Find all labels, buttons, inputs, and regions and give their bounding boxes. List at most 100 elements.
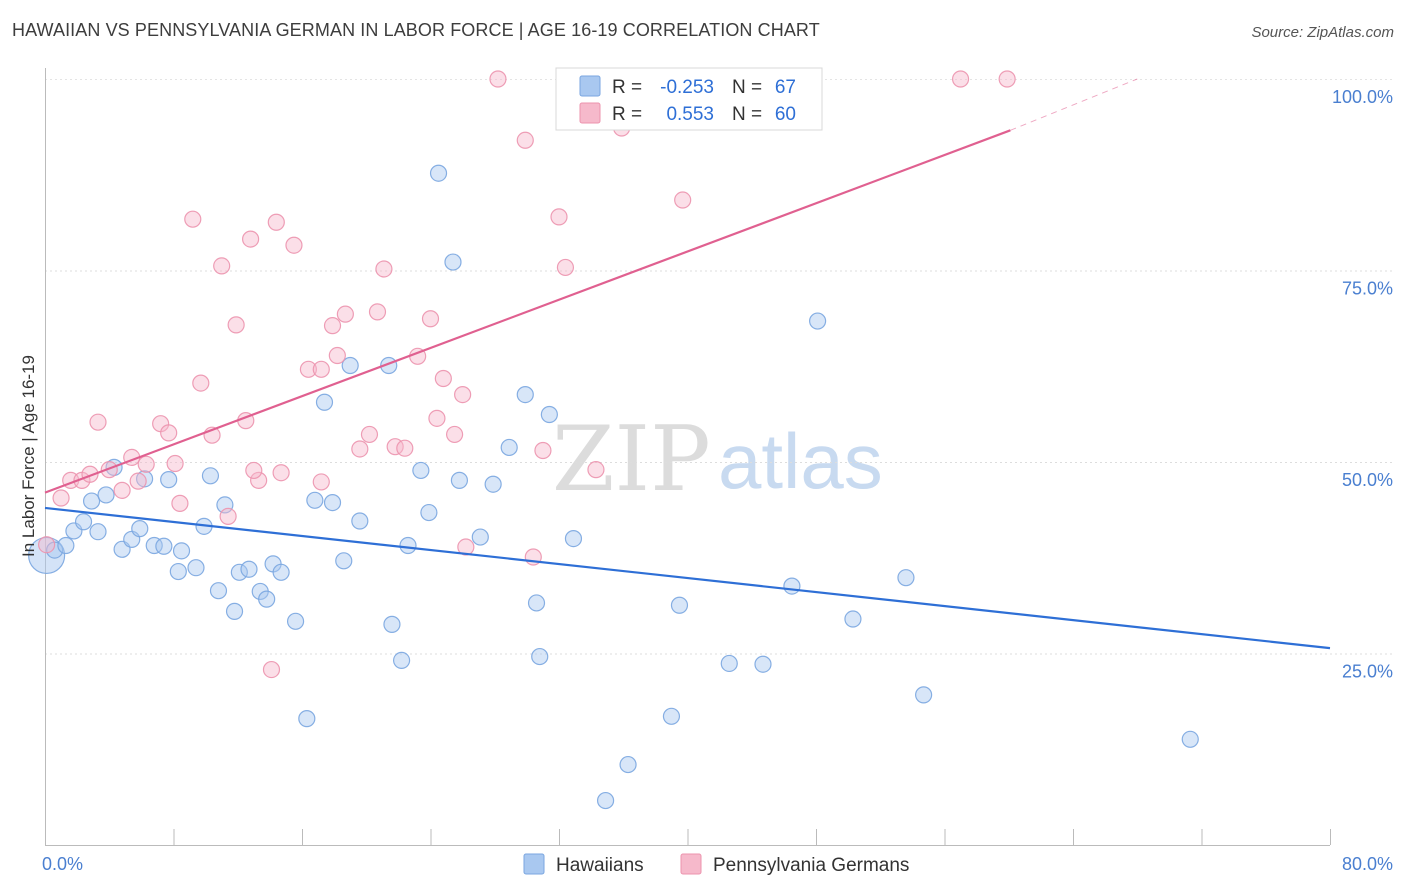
hawaiian-point xyxy=(57,536,75,555)
pennsylvania-german-point xyxy=(160,424,178,442)
pennsylvania-german-point xyxy=(375,260,393,278)
pennsylvania-german-point xyxy=(445,425,464,444)
hawaiian-point xyxy=(201,467,220,485)
pennsylvania-german-point xyxy=(674,191,692,209)
hawaiian-point xyxy=(258,590,276,608)
trend-lines xyxy=(44,78,1331,650)
pennsylvania-german-point xyxy=(428,409,446,427)
hawaiian-point xyxy=(596,791,615,810)
pennsylvania-german-point xyxy=(166,454,184,473)
x-tick-label: 80.0% xyxy=(1342,854,1393,874)
pennsylvania-german-point xyxy=(213,257,231,275)
hawaiian-point xyxy=(1181,730,1199,748)
hawaiian-point xyxy=(230,563,248,581)
pennsylvania-germans-trend-line xyxy=(44,129,1011,494)
hawaiian-point xyxy=(540,405,558,424)
hawaiian-point xyxy=(341,356,359,375)
hawaiian-point xyxy=(97,486,115,504)
series-points xyxy=(28,70,1199,810)
bottom-legend-swatch-hawaiians xyxy=(523,853,545,875)
pennsylvania-german-point xyxy=(242,230,260,248)
pennsylvania-german-point xyxy=(285,236,303,254)
y-axis-title: In Labor Force | Age 16-19 xyxy=(19,355,38,557)
hawaiian-point xyxy=(450,471,469,489)
hawaiian-point xyxy=(306,491,324,509)
pennsylvania-german-point xyxy=(184,210,202,228)
pennsylvania-german-point xyxy=(245,461,263,480)
pennsylvania-german-point xyxy=(219,507,237,525)
pennsylvania-german-point xyxy=(457,538,475,556)
pennsylvania-german-point xyxy=(454,385,472,404)
legend-swatch-hawaiians xyxy=(579,75,601,97)
pennsylvania-german-point xyxy=(396,439,414,457)
pennsylvania-german-point xyxy=(272,464,290,482)
pennsylvania-germans-trend-extension xyxy=(1010,78,1138,131)
hawaiian-point xyxy=(915,686,933,704)
watermark-atlas: atlas xyxy=(718,417,883,505)
hawaiian-point xyxy=(399,536,417,555)
legend-n-label-2: N = xyxy=(732,104,762,125)
watermark: ZIP atlas xyxy=(552,407,883,512)
x-tick-label: 0.0% xyxy=(42,854,83,874)
pennsylvania-german-point xyxy=(38,536,56,554)
hawaiian-point xyxy=(28,536,66,575)
legend-n-value-2: 60 xyxy=(775,104,796,125)
hawaiian-point xyxy=(670,596,689,614)
legend-r-value-2: 0.553 xyxy=(666,104,714,125)
y-tick-label: 25.0% xyxy=(1342,662,1393,682)
pennsylvania-german-point xyxy=(267,213,285,231)
hawaiian-point xyxy=(783,577,801,595)
hawaiian-point xyxy=(809,312,827,330)
pennsylvania-german-point xyxy=(250,471,268,489)
hawaiian-point xyxy=(471,528,489,546)
pennsylvania-german-point xyxy=(89,413,107,431)
hawaiian-point xyxy=(844,610,862,628)
bottom-legend-label-hawaiians: Hawaiians xyxy=(556,855,644,876)
pennsylvania-german-point xyxy=(192,374,210,392)
y-tick-label: 100.0% xyxy=(1332,87,1393,107)
pennsylvania-german-point xyxy=(434,369,452,388)
bottom-legend-label-pennsylvania-germans: Pennsylvania Germans xyxy=(713,855,909,876)
watermark-zip: ZIP xyxy=(552,407,711,512)
pennsylvania-german-point xyxy=(137,455,155,473)
tick-labels: 25.0% 50.0% 75.0% 100.0% 0.0% 80.0% xyxy=(42,87,1393,874)
hawaiian-point xyxy=(145,536,163,555)
pennsylvania-german-point xyxy=(998,70,1016,88)
hawaiian-point xyxy=(172,542,191,560)
pennsylvania-german-point xyxy=(351,440,369,458)
chart-title: HAWAIIAN VS PENNSYLVANIA GERMAN IN LABOR… xyxy=(12,20,820,40)
hawaiian-point xyxy=(564,529,583,548)
hawaiian-point xyxy=(516,385,534,404)
pennsylvania-german-point xyxy=(262,660,281,679)
hawaiian-point xyxy=(392,651,411,669)
pennsylvania-german-point xyxy=(421,310,440,328)
hawaiians-trend-line xyxy=(44,506,1331,650)
hawaiian-point xyxy=(420,503,438,522)
pennsylvania-german-point xyxy=(550,208,568,226)
legend-r-label-1: R = xyxy=(612,77,642,98)
hawaiian-point xyxy=(323,493,342,512)
hawaiian-point xyxy=(527,594,546,612)
axes xyxy=(45,68,1331,846)
pennsylvania-german-point xyxy=(587,461,605,479)
hawaiian-point xyxy=(315,393,334,411)
hawaiian-point xyxy=(209,582,228,600)
hawaiian-point xyxy=(187,559,205,577)
hawaiian-point xyxy=(155,537,173,555)
hawaiian-point xyxy=(74,513,93,531)
pennsylvania-german-point xyxy=(516,131,534,149)
hawaiian-point xyxy=(351,512,369,530)
hawaiian-point xyxy=(484,475,502,493)
pennsylvania-german-point xyxy=(52,489,70,507)
pennsylvania-german-point xyxy=(227,316,245,334)
hawaiian-point xyxy=(298,710,316,728)
hawaiian-point xyxy=(225,602,244,620)
hawaiian-point xyxy=(429,164,448,182)
pennsylvania-german-point xyxy=(312,360,330,378)
pennsylvania-german-point xyxy=(951,70,970,88)
pennsylvania-german-point xyxy=(171,494,189,512)
hawaiian-point xyxy=(240,560,258,578)
pennsylvania-german-point xyxy=(556,258,575,277)
hawaiian-point xyxy=(160,471,178,489)
hawaiian-point xyxy=(720,654,738,673)
